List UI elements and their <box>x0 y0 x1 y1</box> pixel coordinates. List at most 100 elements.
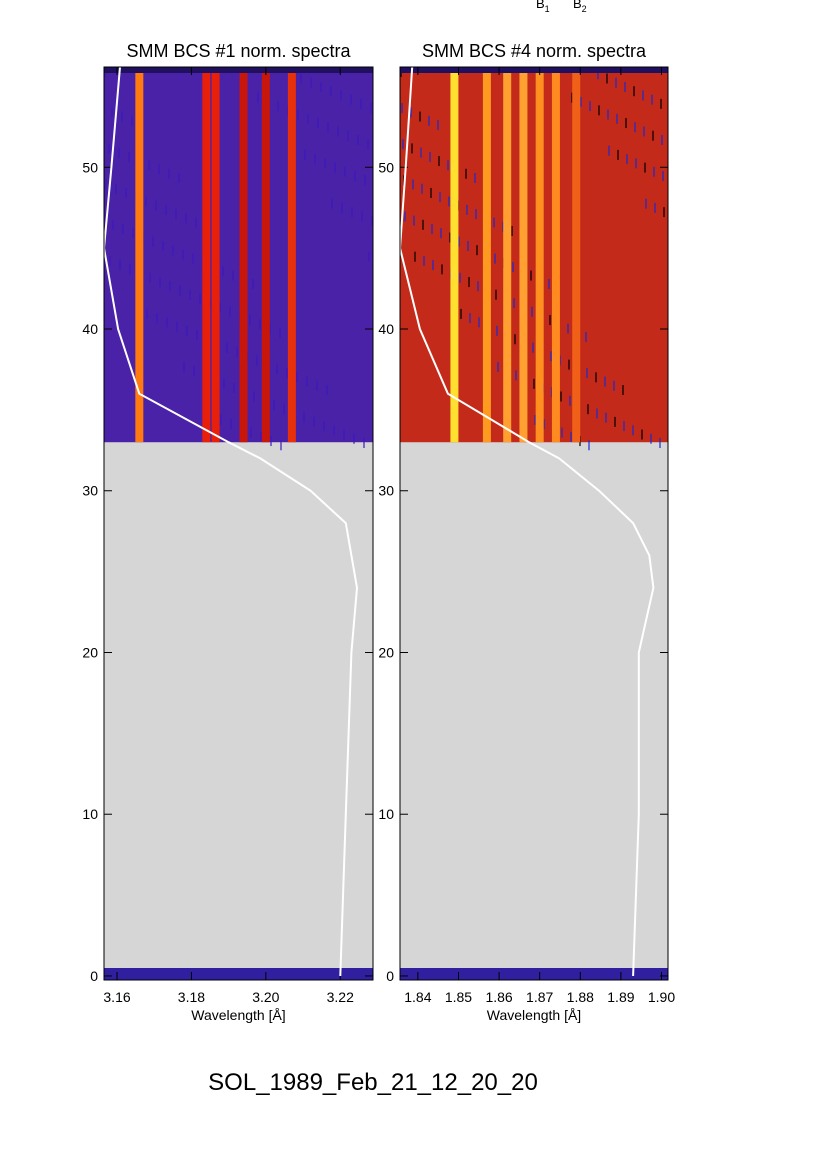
spectral-line <box>261 73 270 443</box>
texture <box>652 130 654 141</box>
texture <box>644 162 646 173</box>
texture <box>660 98 662 109</box>
texture <box>196 330 198 341</box>
texture <box>559 355 561 366</box>
x-tick-label: 1.86 <box>485 989 512 1005</box>
texture <box>605 412 607 423</box>
texture <box>661 134 663 145</box>
texture <box>567 323 569 334</box>
texture <box>512 262 514 273</box>
texture <box>497 361 499 372</box>
texture <box>367 139 369 150</box>
texture <box>465 168 467 179</box>
x-tick-label: 3.16 <box>103 989 130 1005</box>
y-tick-label: 30 <box>378 483 394 499</box>
texture <box>175 209 177 220</box>
texture <box>145 196 147 207</box>
chart-title: SMM BCS #1 norm. spectra <box>126 41 351 61</box>
texture <box>296 372 298 383</box>
x-tick-label: 3.20 <box>252 989 279 1005</box>
texture <box>132 228 134 239</box>
texture <box>548 279 550 289</box>
texture <box>353 433 355 444</box>
texture <box>496 325 498 336</box>
texture <box>467 240 469 251</box>
texture <box>476 245 478 256</box>
spectral-line <box>202 73 211 443</box>
texture <box>192 253 194 264</box>
texture <box>404 211 406 222</box>
texture <box>419 111 421 122</box>
texture <box>316 380 318 391</box>
texture <box>587 404 589 415</box>
texture <box>653 166 655 177</box>
texture <box>598 105 600 116</box>
texture <box>514 334 516 345</box>
texture <box>515 370 517 381</box>
texture <box>343 429 345 440</box>
texture <box>502 221 504 232</box>
texture <box>626 154 628 165</box>
x-tick-label: 1.84 <box>404 989 431 1005</box>
texture <box>195 217 197 228</box>
top-strip <box>104 67 373 73</box>
texture <box>350 94 352 105</box>
texture <box>220 414 222 425</box>
texture <box>371 215 373 226</box>
y-tick-label: 0 <box>386 968 394 984</box>
plot-frame <box>399 66 669 981</box>
texture <box>125 187 127 198</box>
texture <box>623 421 625 432</box>
texture <box>568 359 570 370</box>
texture <box>569 395 571 406</box>
texture <box>249 315 251 326</box>
spectra-image <box>104 67 373 443</box>
texture <box>168 168 170 179</box>
texture <box>561 427 563 438</box>
texture <box>273 399 275 410</box>
texture <box>588 440 590 451</box>
x-tick-label: 1.90 <box>648 989 675 1005</box>
spectral-line <box>450 73 459 443</box>
texture <box>331 198 333 209</box>
texture <box>259 319 261 330</box>
spectral-line <box>572 73 581 443</box>
texture <box>344 166 346 177</box>
texture <box>466 204 468 215</box>
texture <box>494 253 496 264</box>
texture <box>169 281 171 292</box>
texture <box>297 109 299 120</box>
texture <box>624 81 626 92</box>
texture <box>223 378 225 389</box>
y-tick-label: 0 <box>90 968 98 984</box>
texture <box>230 419 232 430</box>
texture <box>337 126 339 137</box>
texture <box>320 81 322 92</box>
texture <box>613 380 615 391</box>
texture <box>634 122 636 133</box>
texture <box>411 143 413 154</box>
texture <box>186 325 188 336</box>
texture <box>447 160 449 171</box>
spectral-line <box>135 73 144 443</box>
texture <box>633 86 635 97</box>
y-tick-label: 50 <box>82 159 98 175</box>
texture <box>360 98 362 109</box>
texture <box>155 200 157 211</box>
texture <box>270 436 272 447</box>
texture <box>606 73 608 84</box>
texture <box>586 368 588 379</box>
y-tick-label: 20 <box>82 644 98 660</box>
texture <box>185 213 187 224</box>
spectral-line <box>503 73 512 443</box>
texture <box>430 187 432 198</box>
texture <box>513 298 515 309</box>
texture <box>432 260 434 271</box>
texture <box>580 96 582 107</box>
texture <box>357 134 359 145</box>
texture <box>495 289 497 300</box>
texture <box>363 438 365 448</box>
texture <box>250 427 252 438</box>
texture <box>183 361 185 372</box>
x-axis-label: Wavelength [Å] <box>191 1007 285 1023</box>
